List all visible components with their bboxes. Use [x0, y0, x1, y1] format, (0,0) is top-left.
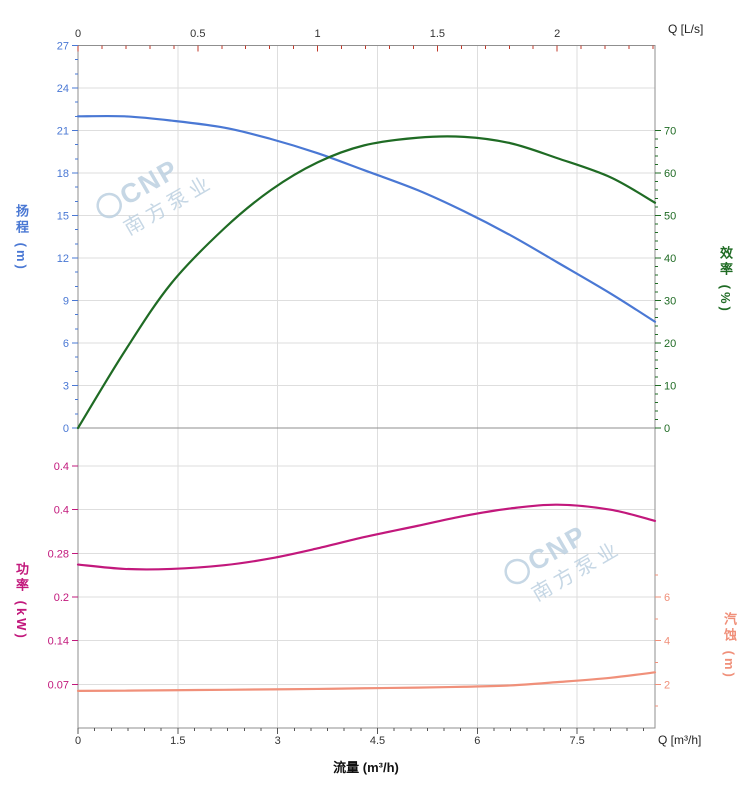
head-axis-title: 扬程 (m) [14, 204, 29, 272]
svg-text:3: 3 [275, 735, 281, 747]
svg-text:0.14: 0.14 [48, 636, 69, 648]
svg-text:0.4: 0.4 [54, 461, 69, 473]
efficiency-curve [76, 135, 657, 430]
svg-text:3: 3 [63, 381, 69, 393]
svg-text:40: 40 [664, 253, 676, 265]
svg-text:0: 0 [63, 423, 69, 435]
efficiency-axis-title: 效率 (%) [718, 246, 733, 314]
plot-border [77, 45, 656, 729]
bottom-axis: 0 1.5 3 4.5 6 7.5 [75, 728, 645, 747]
head-axis: 0 3 6 9 12 15 18 21 24 27 [57, 41, 78, 435]
svg-text:4.5: 4.5 [370, 735, 385, 747]
svg-text:6: 6 [63, 338, 69, 350]
efficiency-axis: 0 10 20 30 40 50 60 70 [655, 126, 676, 435]
npsh-axis: 2 4 6 [655, 574, 670, 707]
svg-text:24: 24 [57, 83, 69, 95]
x-axis-title: 流量 (m³/h) [333, 760, 399, 775]
svg-text:15: 15 [57, 211, 69, 223]
top-axis: 0 0.5 1 1.5 2 [75, 28, 654, 52]
power-axis: 0.4 0.4 0.28 0.2 0.14 0.07 [48, 461, 78, 691]
svg-text:1.5: 1.5 [170, 735, 185, 747]
svg-text:0.4: 0.4 [54, 505, 69, 517]
top-axis-unit-label: Q [L/s] [668, 22, 704, 36]
svg-text:0.28: 0.28 [48, 548, 69, 560]
cnp-logo-icon [504, 558, 530, 585]
svg-text:50: 50 [664, 211, 676, 223]
svg-text:0: 0 [75, 28, 81, 40]
svg-text:21: 21 [57, 126, 69, 138]
svg-text:18: 18 [57, 168, 69, 180]
svg-text:2: 2 [554, 28, 560, 40]
svg-text:0.2: 0.2 [54, 592, 69, 604]
svg-text:0: 0 [75, 735, 81, 747]
svg-text:7.5: 7.5 [569, 735, 584, 747]
svg-text:6: 6 [664, 592, 670, 604]
power-axis-title: 功率 (kW) [14, 562, 29, 641]
head-curve [76, 114, 657, 323]
svg-text:0.5: 0.5 [190, 28, 205, 40]
npsh-curve [76, 671, 657, 692]
cnp-logo-icon [96, 192, 122, 219]
svg-text:9: 9 [63, 296, 69, 308]
svg-text:30: 30 [664, 296, 676, 308]
svg-text:27: 27 [57, 41, 69, 53]
power-curve [76, 503, 657, 571]
bottom-axis-unit-label: Q [m³/h] [658, 733, 702, 747]
svg-text:60: 60 [664, 168, 676, 180]
svg-text:0.07: 0.07 [48, 679, 69, 691]
svg-text:6: 6 [474, 735, 480, 747]
svg-text:2: 2 [664, 679, 670, 691]
svg-text:1.5: 1.5 [430, 28, 445, 40]
svg-text:1: 1 [315, 28, 321, 40]
svg-text:4: 4 [664, 636, 670, 648]
svg-text:10: 10 [664, 381, 676, 393]
npsh-axis-title: 汽蚀 (m) [722, 612, 737, 680]
gridlines [78, 45, 655, 728]
svg-text:70: 70 [664, 126, 676, 138]
svg-text:0: 0 [664, 423, 670, 435]
svg-text:12: 12 [57, 253, 69, 265]
svg-text:20: 20 [664, 338, 676, 350]
